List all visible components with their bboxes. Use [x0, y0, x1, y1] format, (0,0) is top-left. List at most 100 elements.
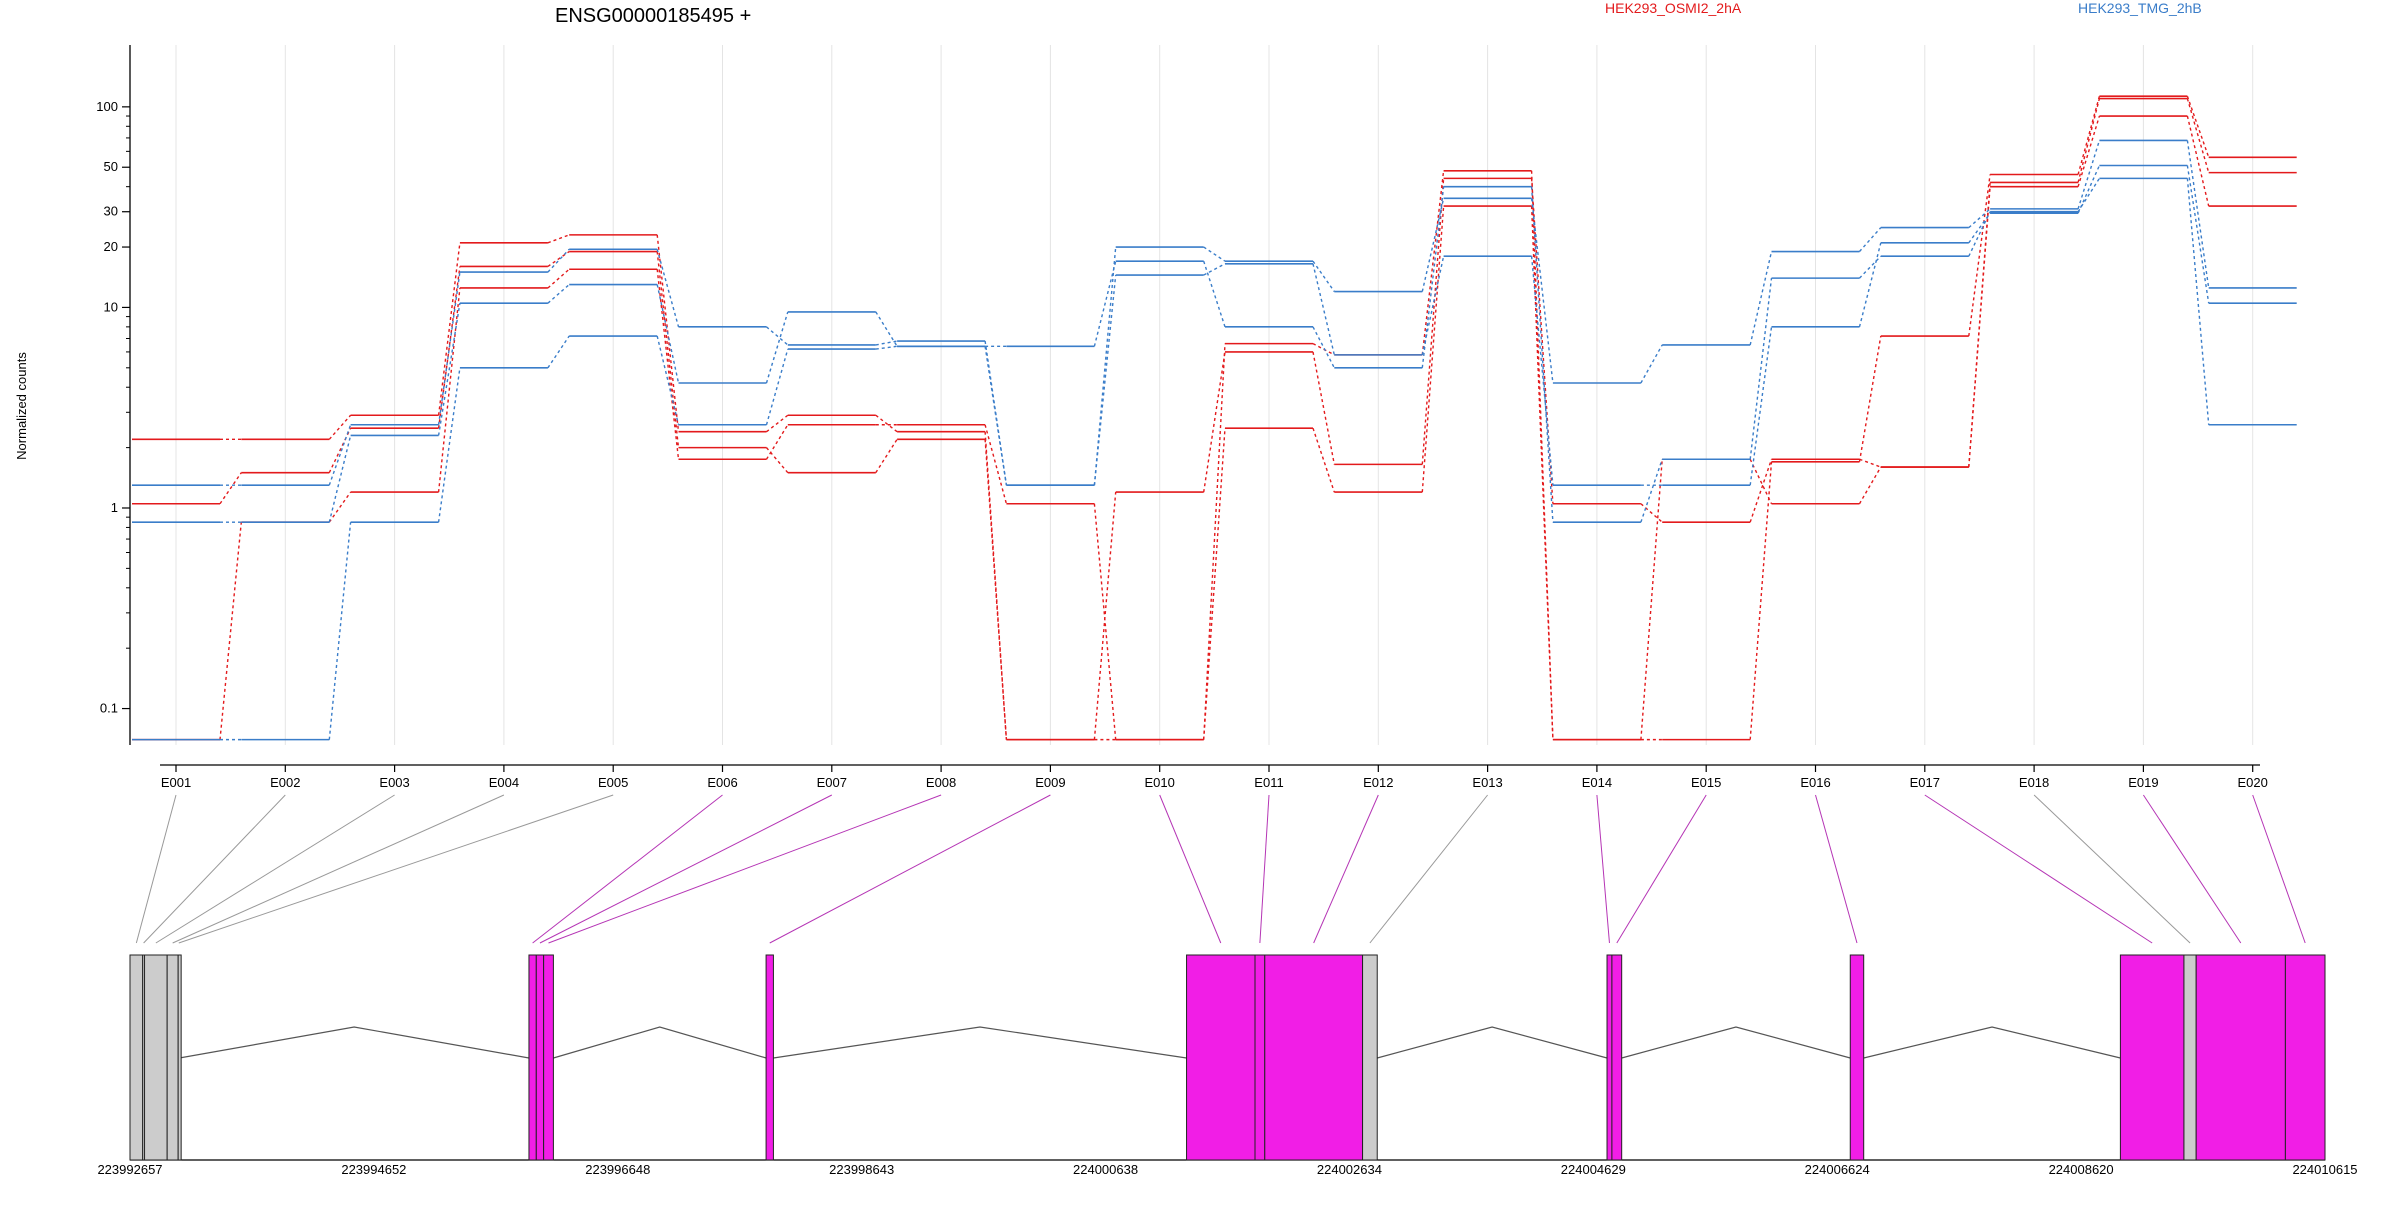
- series-connector: [1640, 459, 1663, 740]
- series-connector: [1530, 198, 1554, 384]
- exon-bin: [2284, 954, 2326, 1161]
- exon-connector: [135, 794, 177, 944]
- series-connector: [2186, 178, 2210, 425]
- series-connector: [328, 427, 352, 473]
- x-tick-label: E012: [1363, 775, 1393, 790]
- series-connector: [1421, 186, 1445, 368]
- exon-connector: [1259, 794, 1270, 944]
- exon-bin: [1254, 954, 1266, 1161]
- exon-connector: [1616, 794, 1707, 944]
- series-connector: [547, 284, 570, 304]
- y-tick-label: 10: [104, 299, 118, 314]
- series-connector: [547, 250, 570, 268]
- y-tick-label: 30: [104, 204, 118, 219]
- exon-bin: [144, 954, 168, 1161]
- series-connector: [1749, 461, 1773, 740]
- series-connector: [1968, 174, 1991, 337]
- coordinate-label: 223992657: [97, 1162, 162, 1177]
- series-connector: [1312, 342, 1335, 356]
- series-connector: [1640, 459, 1663, 523]
- series-connector: [1203, 263, 1226, 276]
- exon-connector: [1924, 794, 2153, 944]
- series-connector: [984, 424, 1008, 504]
- series-connector: [1858, 227, 1882, 252]
- series-connector: [1749, 326, 1773, 486]
- x-tick-label: E006: [707, 775, 737, 790]
- exon-connector: [155, 794, 395, 944]
- exon-connector: [172, 794, 505, 944]
- series-connector: [219, 472, 242, 505]
- exon-bin: [2195, 954, 2286, 1161]
- series-connector: [1203, 351, 1226, 493]
- legend-item-tmg: HEK293_TMG_2hB: [2078, 0, 2202, 16]
- series-connector: [1203, 246, 1226, 262]
- series-connector: [1093, 246, 1117, 486]
- exon-bin: [765, 954, 774, 1161]
- series-connector: [1858, 335, 1882, 462]
- series-connector: [765, 424, 789, 460]
- y-axis-label: Normalized counts: [14, 352, 29, 460]
- x-tick-label: E018: [2019, 775, 2049, 790]
- x-tick-label: E002: [270, 775, 300, 790]
- exon-connectors: [135, 794, 2306, 944]
- x-tick-label: E020: [2238, 775, 2268, 790]
- exon-bin: [177, 954, 182, 1161]
- series-connector: [766, 414, 789, 433]
- y-tick-label: 50: [104, 159, 118, 174]
- series-connector: [656, 249, 680, 328]
- coordinate-label: 223996648: [585, 1162, 650, 1177]
- series-connector: [875, 414, 898, 433]
- coordinate-label: 224004629: [1561, 1162, 1626, 1177]
- chart-title: ENSG00000185495 +: [555, 5, 751, 27]
- series-connector: [656, 284, 680, 384]
- y-tick-label: 0.1: [100, 701, 118, 716]
- x-tick-label: E003: [379, 775, 409, 790]
- series-connector: [1859, 458, 1882, 468]
- exon-bin: [2119, 954, 2185, 1161]
- coordinate-label: 223994652: [341, 1162, 406, 1177]
- x-tick-label: E013: [1472, 775, 1502, 790]
- series-connector: [2077, 177, 2100, 213]
- series-connector: [2186, 95, 2210, 158]
- series-connector: [328, 435, 352, 523]
- gene-model: 223992657 223994652 223996648 223998643 2240…: [97, 954, 2358, 1177]
- series-connector: [1858, 466, 1882, 505]
- series-5: [132, 164, 2297, 523]
- exon-connector: [1313, 794, 1379, 944]
- series-3: [132, 115, 2297, 741]
- exon-connector: [769, 794, 1051, 944]
- series-connector: [547, 248, 570, 273]
- series-connector: [765, 348, 789, 425]
- x-tick-label: E019: [2128, 775, 2158, 790]
- series-connector: [1203, 428, 1226, 740]
- series-connector: [1421, 178, 1445, 465]
- series-connector: [875, 340, 898, 346]
- exon-connector: [1596, 794, 1610, 944]
- series-connector: [1968, 208, 1991, 229]
- series-connector: [1530, 186, 1554, 523]
- series-connector: [1203, 260, 1226, 328]
- axes: 0.1 1 10 20 30 50 100 E001 E002 E003 E004 E005 E006 E…: [96, 45, 2268, 790]
- x-tick-label: E016: [1800, 775, 1830, 790]
- x-tick-label: E017: [1910, 775, 1940, 790]
- exon-bin: [1264, 954, 1364, 1161]
- series-connector: [1093, 274, 1117, 486]
- series-connector: [2077, 98, 2101, 183]
- x-tick-label: E005: [598, 775, 628, 790]
- exon-connector: [143, 794, 286, 944]
- series-connector: [328, 424, 352, 486]
- x-tick-label: E011: [1254, 775, 1283, 790]
- series-lines: [132, 95, 2297, 741]
- series-connector: [1312, 351, 1335, 465]
- exon-connector: [1369, 794, 1488, 944]
- series-connector: [875, 345, 898, 350]
- series-connector: [875, 311, 898, 347]
- exon-bin: [1611, 954, 1623, 1161]
- series-connector: [328, 414, 352, 440]
- series-connector: [547, 335, 570, 369]
- series-connector: [547, 234, 570, 244]
- coordinate-label: 224006624: [1805, 1162, 1870, 1177]
- exon-connector: [1159, 794, 1222, 944]
- exon-connector: [2252, 794, 2306, 944]
- coordinate-label: 223998643: [829, 1162, 894, 1177]
